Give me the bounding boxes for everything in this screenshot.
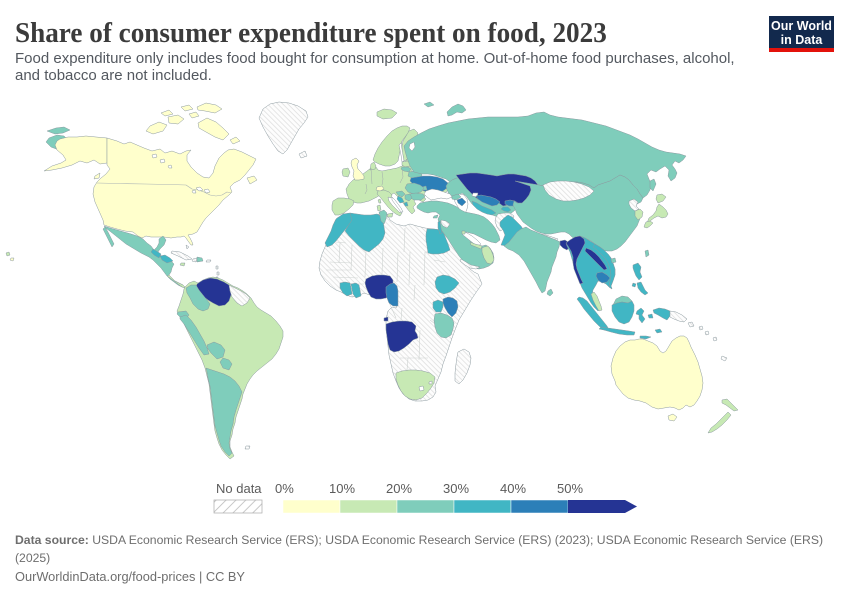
svg-text:No data: No data <box>216 481 262 496</box>
svg-text:20%: 20% <box>386 481 412 496</box>
svg-text:30%: 30% <box>443 481 469 496</box>
svg-text:50%: 50% <box>557 481 583 496</box>
svg-text:10%: 10% <box>329 481 355 496</box>
svg-text:40%: 40% <box>500 481 526 496</box>
svg-text:0%: 0% <box>275 481 294 496</box>
